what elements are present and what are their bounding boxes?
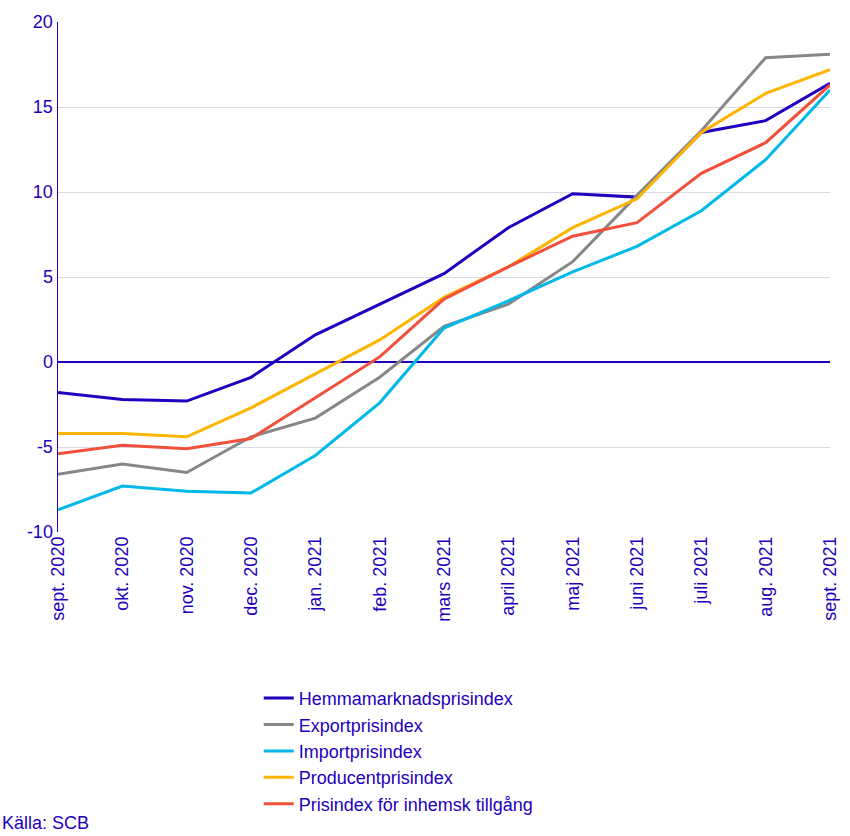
svg-text:nov. 2020: nov. 2020 <box>177 537 197 615</box>
svg-text:juli 2021: juli 2021 <box>691 537 711 605</box>
svg-text:juni 2021: juni 2021 <box>627 537 647 611</box>
svg-text:Producentprisindex: Producentprisindex <box>299 768 453 788</box>
svg-text:15: 15 <box>33 97 53 117</box>
svg-text:Källa: SCB: Källa: SCB <box>2 813 89 833</box>
svg-text:feb. 2021: feb. 2021 <box>370 537 390 612</box>
svg-text:Exportprisindex: Exportprisindex <box>299 716 423 736</box>
svg-text:mars 2021: mars 2021 <box>434 537 454 622</box>
svg-text:Prisindex för inhemsk tillgång: Prisindex för inhemsk tillgång <box>299 795 533 815</box>
svg-text:april 2021: april 2021 <box>498 537 518 616</box>
svg-text:dec. 2020: dec. 2020 <box>241 537 261 616</box>
svg-text:20: 20 <box>33 12 53 32</box>
svg-text:aug. 2021: aug. 2021 <box>756 537 776 617</box>
svg-text:0: 0 <box>43 352 53 372</box>
svg-text:sept. 2021: sept. 2021 <box>820 537 840 621</box>
svg-text:-10: -10 <box>27 522 53 542</box>
svg-text:10: 10 <box>33 182 53 202</box>
svg-text:Hemmamarknadsprisindex: Hemmamarknadsprisindex <box>299 689 513 709</box>
svg-text:5: 5 <box>43 267 53 287</box>
svg-text:jan. 2021: jan. 2021 <box>305 537 325 612</box>
svg-text:maj 2021: maj 2021 <box>563 537 583 611</box>
svg-text:sept. 2020: sept. 2020 <box>48 537 68 621</box>
svg-text:okt. 2020: okt. 2020 <box>112 537 132 611</box>
svg-text:-5: -5 <box>37 437 53 457</box>
svg-text:Importprisindex: Importprisindex <box>299 742 422 762</box>
